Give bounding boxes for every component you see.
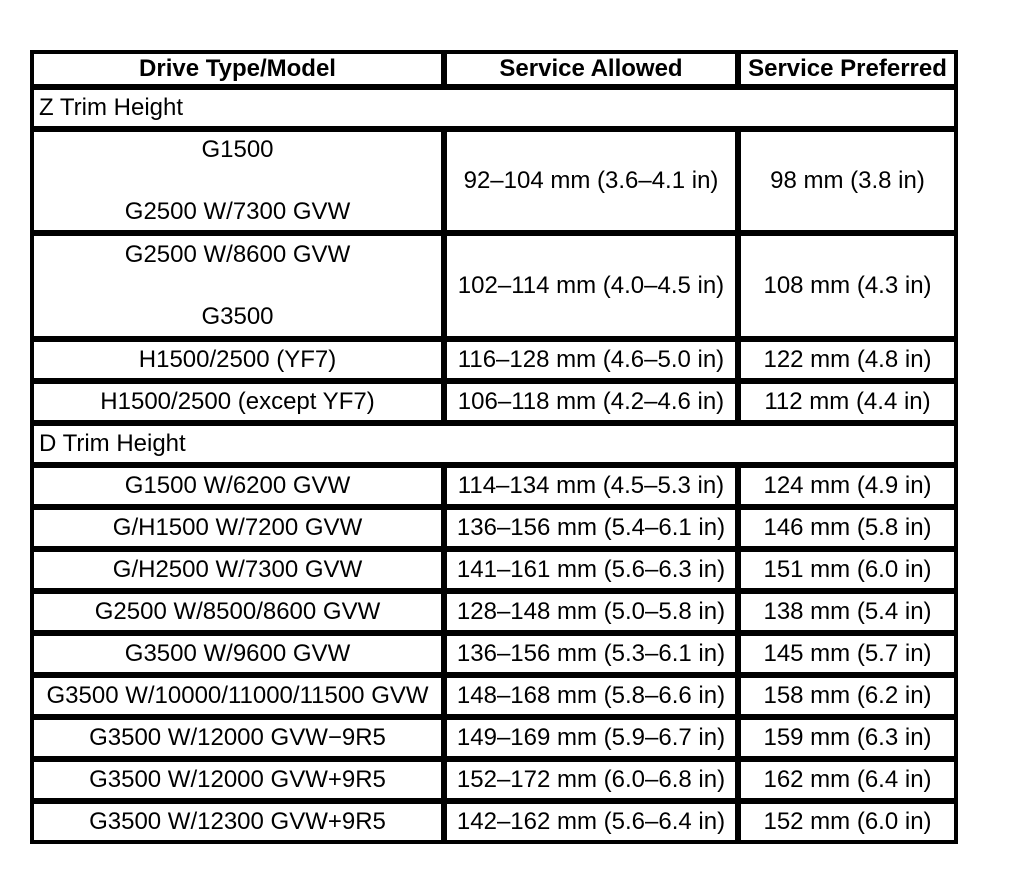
model-cell: G1500 W/6200 GVW [31,465,444,507]
service-allowed-cell: 149–169 mm (5.9–6.7 in) [444,717,738,759]
service-preferred-cell: 152 mm (6.0 in) [738,801,957,843]
service-preferred-cell: 145 mm (5.7 in) [738,633,957,675]
service-allowed-cell: 114–134 mm (4.5–5.3 in) [444,465,738,507]
service-allowed-cell: 106–118 mm (4.2–4.6 in) [444,381,738,423]
service-preferred-cell: 159 mm (6.3 in) [738,717,957,759]
table-row: G/H2500 W/7300 GVW 141–161 mm (5.6–6.3 i… [31,549,957,591]
service-preferred-cell: 122 mm (4.8 in) [738,339,957,381]
model-cell: G2500 W/8500/8600 GVW [31,591,444,633]
service-allowed-cell: 152–172 mm (6.0–6.8 in) [444,759,738,801]
column-header-service-preferred: Service Preferred [738,51,957,87]
table-row: G2500 W/8500/8600 GVW 128–148 mm (5.0–5.… [31,591,957,633]
model-cell: G3500 W/12300 GVW+9R5 [31,801,444,843]
table-header-row: Drive Type/Model Service Allowed Service… [31,51,957,87]
service-allowed-cell: 128–148 mm (5.0–5.8 in) [444,591,738,633]
model-cell: H1500/2500 (except YF7) [31,381,444,423]
service-preferred-cell: 124 mm (4.9 in) [738,465,957,507]
model-line-top: G1500 [201,136,274,163]
model-line-stack: G1500 G2500 W/7300 GVW [36,132,439,230]
model-cell: G1500 G2500 W/7300 GVW [31,129,444,233]
service-allowed-cell: 92–104 mm (3.6–4.1 in) [444,129,738,233]
service-allowed-cell: 142–162 mm (5.6–6.4 in) [444,801,738,843]
service-allowed-cell: 141–161 mm (5.6–6.3 in) [444,549,738,591]
service-preferred-cell: 98 mm (3.8 in) [738,129,957,233]
service-allowed-cell: 116–128 mm (4.6–5.0 in) [444,339,738,381]
table-row: G3500 W/9600 GVW 136–156 mm (5.3–6.1 in)… [31,633,957,675]
table-row: H1500/2500 (YF7) 116–128 mm (4.6–5.0 in)… [31,339,957,381]
service-allowed-cell: 136–156 mm (5.4–6.1 in) [444,507,738,549]
model-cell: G3500 W/10000/11000/11500 GVW [31,675,444,717]
service-preferred-cell: 162 mm (6.4 in) [738,759,957,801]
model-line-stack: G2500 W/8600 GVW G3500 [36,237,439,335]
model-line-bottom: G2500 W/7300 GVW [124,198,351,225]
trim-height-table: Drive Type/Model Service Allowed Service… [30,50,958,844]
model-cell: G3500 W/12000 GVW+9R5 [31,759,444,801]
service-preferred-cell: 138 mm (5.4 in) [738,591,957,633]
service-allowed-cell: 136–156 mm (5.3–6.1 in) [444,633,738,675]
section-row-z-trim-height: Z Trim Height [31,87,957,129]
service-preferred-cell: 146 mm (5.8 in) [738,507,957,549]
table-row: H1500/2500 (except YF7) 106–118 mm (4.2–… [31,381,957,423]
model-cell: G/H1500 W/7200 GVW [31,507,444,549]
table-row: G/H1500 W/7200 GVW 136–156 mm (5.4–6.1 i… [31,507,957,549]
model-cell: G2500 W/8600 GVW G3500 [31,233,444,339]
service-preferred-cell: 108 mm (4.3 in) [738,233,957,339]
table-row: G3500 W/12000 GVW−9R5 149–169 mm (5.9–6.… [31,717,957,759]
model-cell: G3500 W/12000 GVW−9R5 [31,717,444,759]
table-row: G3500 W/12300 GVW+9R5 142–162 mm (5.6–6.… [31,801,957,843]
section-row-d-trim-height: D Trim Height [31,423,957,465]
service-allowed-cell: 102–114 mm (4.0–4.5 in) [444,233,738,339]
column-header-drive-type-model: Drive Type/Model [31,51,444,87]
service-preferred-cell: 151 mm (6.0 in) [738,549,957,591]
table-row: G2500 W/8600 GVW G3500 102–114 mm (4.0–4… [31,233,957,339]
model-line-top: G2500 W/8600 GVW [124,241,351,268]
table-row: G1500 W/6200 GVW 114–134 mm (4.5–5.3 in)… [31,465,957,507]
model-cell: H1500/2500 (YF7) [31,339,444,381]
table-row: G3500 W/12000 GVW+9R5 152–172 mm (6.0–6.… [31,759,957,801]
service-preferred-cell: 112 mm (4.4 in) [738,381,957,423]
table-row: G1500 G2500 W/7300 GVW 92–104 mm (3.6–4.… [31,129,957,233]
table-row: G3500 W/10000/11000/11500 GVW 148–168 mm… [31,675,957,717]
section-title: Z Trim Height [31,87,957,129]
service-preferred-cell: 158 mm (6.2 in) [738,675,957,717]
section-title: D Trim Height [31,423,957,465]
model-cell: G/H2500 W/7300 GVW [31,549,444,591]
service-allowed-cell: 148–168 mm (5.8–6.6 in) [444,675,738,717]
model-line-bottom: G3500 [201,303,274,330]
model-cell: G3500 W/9600 GVW [31,633,444,675]
column-header-service-allowed: Service Allowed [444,51,738,87]
